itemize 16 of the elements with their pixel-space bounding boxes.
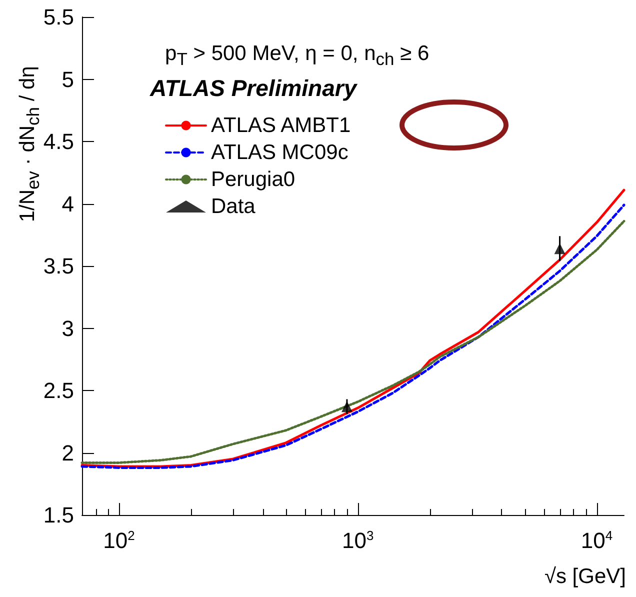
- y-tick-label: 5.5: [43, 4, 74, 30]
- x-axis-title: √s [GeV]: [544, 565, 626, 589]
- y-tick-label: 3: [62, 316, 74, 341]
- legend-label: Data: [211, 195, 256, 218]
- y-tick-label: 4.5: [43, 129, 74, 154]
- y-tick-label: 2: [62, 440, 74, 466]
- annotation: p$_{T}$ > 500 MeV, η = 0, n$_{ch}$ ≥ 6: [165, 42, 430, 70]
- legend-label: Perugia0: [211, 168, 296, 191]
- annotation: ATLAS Preliminary: [150, 75, 357, 102]
- legend-label: ATLAS MC09c: [211, 141, 348, 164]
- y-tick-label: 5: [62, 66, 74, 92]
- legend-label: ATLAS AMBT1: [211, 114, 351, 137]
- y-tick-label: 2.5: [43, 378, 74, 403]
- y-tick-label: 4: [62, 191, 74, 216]
- y-tick-label: 1.5: [43, 502, 74, 528]
- y-tick-label: 3.5: [43, 254, 74, 278]
